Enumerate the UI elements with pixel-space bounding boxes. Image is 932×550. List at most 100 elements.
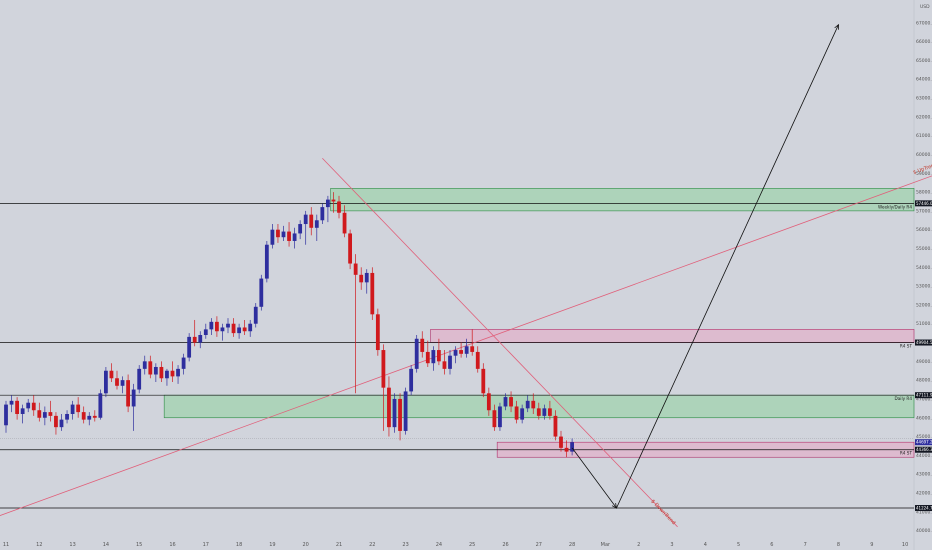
candle-body — [31, 402, 36, 411]
candle-body — [520, 408, 525, 420]
candle-body — [309, 214, 314, 228]
candle-body — [187, 336, 192, 358]
candle-body — [276, 229, 280, 238]
y-tick-label: 51000.00 — [916, 321, 932, 327]
level-h4-upper-badge — [915, 339, 932, 346]
level-h4-upper-label: R4 ST — [900, 344, 913, 349]
candle-body — [425, 351, 430, 364]
y-tick-label: 61000.00 — [916, 133, 932, 139]
candle-body — [320, 207, 325, 221]
x-tick-label: 2 — [637, 542, 640, 548]
candle-body — [87, 415, 92, 420]
x-tick-label: 15 — [136, 542, 142, 548]
candle-body — [486, 393, 491, 411]
level-weekly-daily-label: Weekly/Daily R4 — [878, 204, 912, 209]
level-bottom-badge-text: 41224.77 — [916, 505, 932, 510]
candle-body — [514, 406, 519, 420]
y-tick-label: 53000.00 — [916, 284, 932, 290]
level-weekly-daily-badge-text: 57446.00 — [916, 201, 932, 206]
x-tick-label: 16 — [169, 542, 175, 548]
candle-body — [192, 336, 197, 343]
candle-body — [104, 370, 108, 394]
candle-body — [448, 355, 452, 369]
levels-layer: Weekly/Daily R4 R4 ST Daily R4 R4 ST — [0, 203, 914, 509]
y-tick-label: 44000.00 — [916, 453, 932, 459]
candle-body — [498, 406, 502, 428]
candle-body — [120, 380, 125, 386]
candles-layer — [4, 192, 574, 458]
y-tick-label: 52000.00 — [916, 302, 932, 308]
candle-body — [370, 272, 375, 315]
candle-body — [242, 327, 247, 332]
candle-body — [364, 272, 369, 283]
time-axis[interactable]: 11 12 13 14 15 16 17 18 19 20 21 22 23 24 25 26 27 28 Mar 2… — [3, 542, 908, 548]
y-tick-label: 63000.00 — [916, 96, 932, 102]
candle-body — [553, 415, 558, 437]
candle-body — [303, 214, 308, 225]
candle-body — [170, 370, 175, 377]
candle-body — [492, 410, 497, 428]
axis-currency-label: USD — [920, 4, 930, 10]
level-daily-label: Daily R4 — [894, 396, 912, 401]
candle-body — [76, 404, 81, 413]
level-h4-upper-badge-text: 49904.58 — [916, 340, 932, 345]
candle-body — [137, 368, 142, 390]
candle-body — [542, 408, 547, 416]
candle-body — [37, 410, 42, 418]
candle-body — [453, 350, 458, 356]
candle-body — [292, 233, 297, 241]
candle-body — [59, 419, 64, 428]
candle-body — [392, 398, 397, 428]
level-weekly-daily-badge — [915, 200, 932, 207]
candle-body — [531, 400, 536, 409]
x-tick-label: 8 — [837, 542, 840, 548]
candle-body — [337, 201, 341, 213]
candle-body — [15, 400, 19, 414]
x-tick-label: 23 — [402, 542, 408, 548]
candle-body — [464, 346, 469, 354]
candle-body — [20, 408, 25, 414]
candle-body — [226, 323, 230, 328]
candle-body — [54, 415, 58, 428]
candle-body — [26, 402, 31, 409]
candle-body — [509, 397, 513, 407]
candle-body — [570, 442, 574, 452]
candle-body — [559, 436, 563, 448]
candle-body — [564, 447, 569, 452]
candle-body — [215, 321, 219, 332]
candle-body — [470, 346, 475, 352]
y-tick-label: 49000.00 — [916, 359, 932, 365]
x-tick-label: 7 — [804, 542, 807, 548]
x-tick-label: 12 — [36, 542, 42, 548]
price-axis[interactable]: 40000.00 41000.00 42000.00 43000.00 44000.00… — [915, 4, 932, 534]
x-tick-label: 11 — [3, 542, 9, 548]
candle-body — [475, 351, 480, 369]
candle-body — [142, 361, 147, 369]
candle-body — [203, 329, 208, 336]
x-tick-label: 6 — [770, 542, 773, 548]
candle-body — [220, 327, 225, 332]
candle-body — [442, 361, 447, 369]
projection-arrow-down — [611, 503, 618, 509]
y-tick-label: 67000.00 — [916, 20, 932, 26]
candle-body — [70, 404, 75, 414]
y-tick-label: 40000.00 — [916, 528, 932, 534]
candle-body — [281, 231, 286, 238]
candle-body — [342, 212, 347, 234]
x-tick-label: 9 — [870, 542, 873, 548]
candle-body — [159, 366, 164, 379]
candle-body — [181, 357, 186, 369]
y-tick-label: 65000.00 — [916, 58, 932, 64]
x-tick-label: 22 — [369, 542, 375, 548]
level-daily-badge-text: 47111.92 — [916, 393, 932, 398]
candle-body — [153, 366, 158, 375]
candle-body — [165, 370, 169, 379]
candle-body — [48, 412, 53, 416]
candle-body — [326, 199, 330, 208]
y-tick-label: 59000.00 — [916, 171, 932, 177]
level-daily-badge — [915, 392, 932, 399]
y-tick-label: 47000.00 — [916, 396, 932, 402]
candle-body — [253, 306, 258, 324]
candle-body — [248, 323, 253, 332]
